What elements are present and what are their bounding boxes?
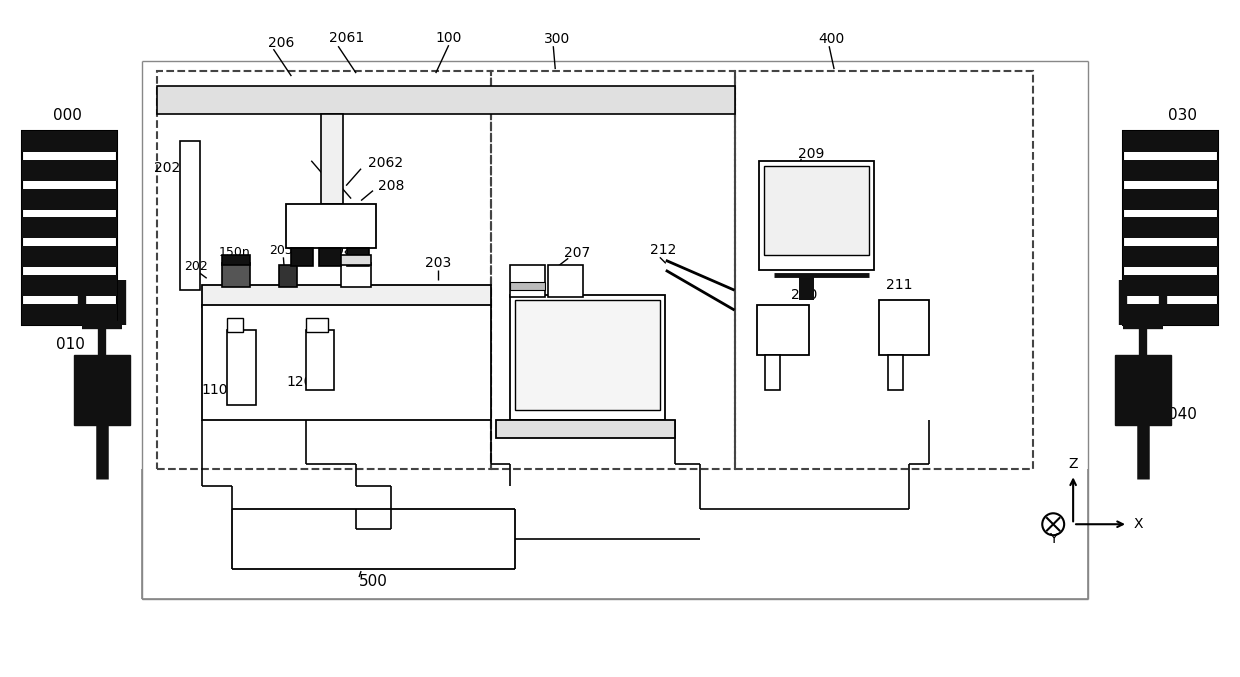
Bar [279, 265, 298, 287]
Bar [286, 204, 376, 248]
Bar [496, 420, 675, 437]
Bar [341, 255, 371, 265]
Bar [74, 355, 130, 424]
Bar [1115, 355, 1171, 424]
Text: 100: 100 [435, 31, 461, 45]
Bar [157, 86, 734, 114]
Bar [548, 265, 583, 297]
Bar [319, 248, 341, 266]
Text: 150a: 150a [320, 244, 352, 257]
Bar [888, 355, 903, 390]
Bar [22, 160, 117, 181]
Bar [764, 166, 869, 255]
Text: 211: 211 [885, 278, 913, 292]
Text: 300: 300 [544, 32, 570, 46]
Text: 202: 202 [184, 260, 207, 273]
Text: 500: 500 [358, 573, 387, 588]
Bar [1123, 304, 1218, 325]
Bar [202, 285, 491, 307]
Text: 210: 210 [791, 288, 817, 302]
Bar [511, 295, 665, 420]
Text: 209: 209 [799, 147, 825, 160]
Text: 202: 202 [154, 160, 180, 175]
Text: 203: 203 [424, 257, 451, 270]
Bar [22, 189, 117, 209]
Text: Y: Y [1049, 532, 1058, 546]
Text: 206: 206 [268, 36, 295, 50]
Bar [22, 131, 117, 152]
Bar [22, 304, 117, 325]
Bar [511, 282, 546, 290]
Bar [800, 276, 815, 300]
Bar [227, 318, 243, 332]
Bar [306, 318, 329, 332]
Bar [765, 355, 780, 390]
Bar [22, 276, 117, 296]
Bar [22, 217, 117, 238]
Text: 000: 000 [53, 108, 82, 123]
Text: 010: 010 [56, 337, 84, 353]
Bar [341, 263, 371, 287]
Text: X: X [1133, 517, 1142, 531]
Text: 110: 110 [201, 383, 228, 397]
Text: 208: 208 [378, 179, 404, 193]
Bar [511, 265, 546, 297]
Text: 2061: 2061 [329, 31, 363, 45]
Bar [222, 255, 249, 265]
Bar [1123, 160, 1218, 181]
Bar [1123, 131, 1218, 152]
Bar [491, 71, 734, 469]
Text: 212: 212 [650, 243, 676, 257]
Text: 2062: 2062 [368, 156, 403, 170]
Bar [202, 305, 491, 420]
Text: 400: 400 [818, 32, 844, 46]
Bar [347, 248, 370, 266]
Bar [22, 131, 117, 325]
Bar [180, 141, 200, 290]
Bar [879, 300, 929, 355]
Text: 207: 207 [564, 246, 590, 261]
Bar [22, 246, 117, 267]
Bar [291, 248, 314, 266]
Bar [1123, 246, 1218, 267]
Bar [157, 71, 491, 469]
Bar [734, 71, 1033, 469]
Bar [306, 330, 334, 390]
Bar [516, 300, 660, 410]
Text: 030: 030 [1168, 108, 1197, 123]
Bar [222, 263, 249, 287]
Bar [321, 114, 343, 204]
Text: 120: 120 [286, 375, 312, 389]
Bar [1123, 217, 1218, 238]
Bar [759, 160, 874, 270]
Text: 150n: 150n [218, 246, 250, 259]
Text: 040: 040 [1168, 407, 1197, 422]
Bar [1123, 131, 1218, 325]
Text: 203: 203 [269, 244, 294, 257]
Bar [1123, 189, 1218, 209]
Bar [1123, 276, 1218, 296]
Bar [758, 305, 810, 355]
Text: Z: Z [1069, 458, 1078, 471]
Bar [227, 330, 257, 405]
